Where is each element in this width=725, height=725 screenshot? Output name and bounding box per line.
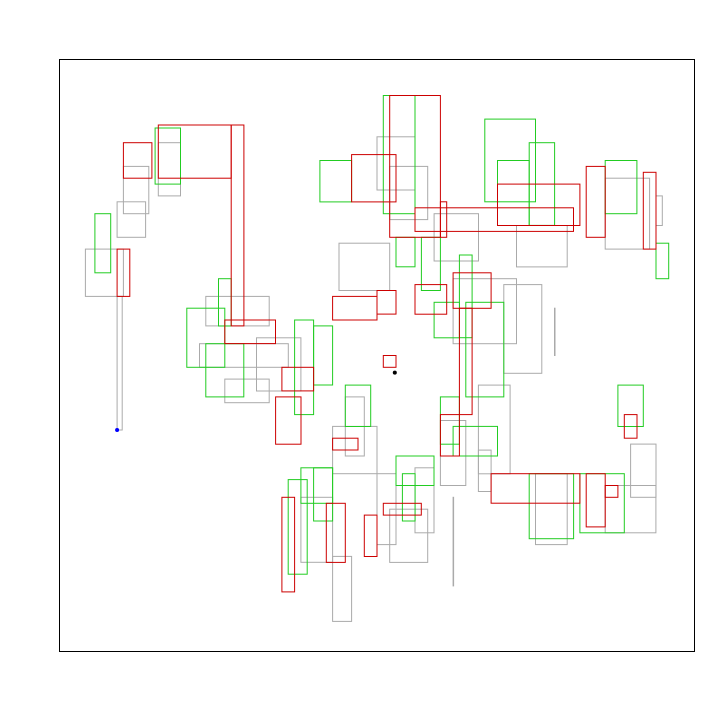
walk-segment-gray-5 [205,295,270,327]
walk-segment-red-5 [332,295,378,321]
walk-segment-green-29 [452,425,499,457]
walk-segment-red-9 [414,207,574,232]
walk-segment-gray-8 [256,337,302,392]
walk-segment-red-11 [585,165,606,238]
walk-segment-red-23 [325,502,346,563]
walk-segment-red-12 [642,171,657,250]
walk-segment-green-28 [344,384,372,428]
walk-segment-gray-25 [376,473,397,546]
walk-segment-red-17 [382,355,397,368]
chart-marks [84,95,670,622]
walk-segment-red-26 [275,396,302,445]
walk-segment-red-29 [281,496,296,593]
walk-segment-red-4 [224,319,277,345]
walk-segment-red-7 [389,95,441,238]
walk-segment-green-9 [484,118,536,203]
walk-segment-green-6 [319,160,353,203]
walk-segment-red-16 [376,290,397,315]
walk-segment-gray-31 [477,449,492,493]
walk-segment-green-16 [465,301,505,398]
walk-segment-green-24 [395,455,435,486]
walk-segment-red-28 [281,366,315,392]
walk-segment-gray-19 [655,195,663,226]
walk-segment-gray-20 [535,473,568,546]
walk-segment-green-1 [154,127,182,185]
walk-segment-green-27 [313,325,334,386]
walk-segment-green-8 [497,160,530,226]
walk-segment-green-12 [655,242,670,280]
walk-segment-gray-15 [503,284,543,374]
walk-segment-red-22 [623,414,638,439]
walk-segment-red-25 [382,502,422,516]
walk-segment-gray-3 [122,165,150,215]
walk-segment-gray-24 [389,508,429,563]
start-point-marker [115,428,120,432]
walk-segment-red-27 [332,437,359,451]
walk-segment-red-21 [604,485,619,498]
walk-segment-gray-9 [338,242,391,291]
walk-segment-gray-23 [452,496,455,587]
chart-markers [115,370,397,432]
walk-segment-gray-0 [116,295,123,431]
walk-segment-green-26 [420,236,441,292]
walk-segment-green-25 [395,236,416,268]
walk-segment-red-3 [230,124,245,327]
walk-segment-red-15 [458,307,473,416]
walk-segment-green-0 [94,213,112,274]
walk-segment-gray-1 [84,248,124,297]
walk-segment-green-20 [300,467,334,504]
walk-segment-red-20 [585,473,606,528]
walk-segment-red-6 [351,154,397,203]
walk-segment-gray-26 [332,555,353,622]
walk-segment-red-8 [439,201,448,238]
walk-segment-gray-14 [477,384,511,475]
walk-segment-gray-32 [414,467,435,534]
end-point-marker [392,370,397,375]
plot-frame [59,59,695,652]
walk-segment-gray-22 [630,443,657,498]
walk-segment-gray-16 [554,307,556,357]
walk-segment-red-19 [490,473,581,504]
walk-segment-red-18 [439,414,460,457]
walk-segment-green-21 [287,479,308,575]
walk-segment-red-13 [414,284,448,315]
walk-segment-gray-4 [157,142,182,197]
walk-segment-gray-10 [389,165,429,221]
walk-segment-gray-13 [452,278,518,345]
walk-segment-green-22 [313,467,334,522]
walk-segment-red-0 [116,248,131,297]
walk-segment-red-24 [363,514,378,557]
walk-segment-green-11 [604,160,638,215]
walk-segment-red-1 [122,142,153,179]
walk-segment-green-19 [617,384,644,428]
walk-segment-gray-27 [300,496,334,563]
walk-segment-green-23 [401,473,416,522]
walk-segment-gray-2 [116,201,147,238]
walk-segment-red-10 [497,183,581,227]
walk-segment-red-2 [157,124,232,179]
